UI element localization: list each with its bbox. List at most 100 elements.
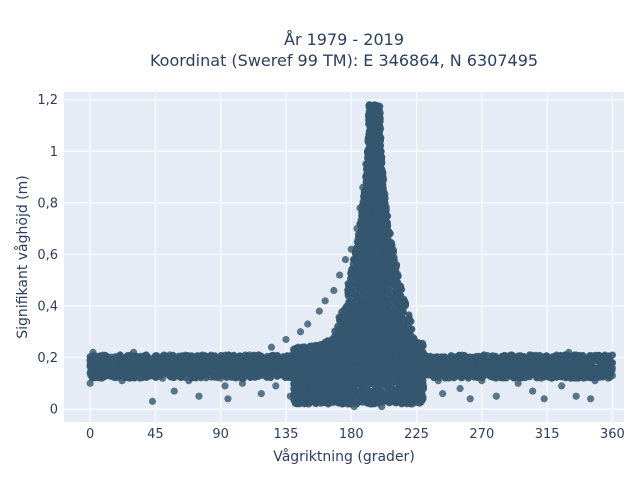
density-dot bbox=[104, 370, 113, 378]
density-dot bbox=[388, 375, 396, 383]
density-dot bbox=[323, 354, 331, 363]
density-dot bbox=[168, 371, 177, 379]
density-dot bbox=[460, 371, 468, 379]
density-dot bbox=[279, 357, 287, 365]
density-dot bbox=[344, 384, 352, 392]
density-dot bbox=[494, 356, 502, 364]
density-dot bbox=[295, 364, 303, 372]
density-dot bbox=[410, 373, 418, 381]
density-dot bbox=[353, 343, 361, 351]
density-dot bbox=[565, 360, 574, 368]
density-dot bbox=[353, 387, 361, 396]
density-dot bbox=[304, 371, 312, 380]
density-dot bbox=[460, 359, 468, 367]
density-dot bbox=[318, 389, 326, 397]
density-dot bbox=[392, 398, 401, 407]
density-dot bbox=[379, 339, 387, 347]
density-dot bbox=[506, 369, 514, 377]
density-dot bbox=[516, 373, 524, 382]
density-dot bbox=[465, 370, 474, 378]
density-dot bbox=[395, 382, 404, 390]
density-dot bbox=[116, 352, 124, 360]
density-dot bbox=[488, 369, 497, 377]
density-dot bbox=[453, 366, 461, 374]
density-dot bbox=[272, 358, 280, 366]
density-dot bbox=[313, 396, 321, 404]
density-dot bbox=[232, 372, 240, 381]
density-dot bbox=[400, 390, 408, 398]
density-dot bbox=[397, 361, 405, 369]
density-dot bbox=[417, 371, 425, 379]
density-dot bbox=[374, 374, 382, 382]
density-dot bbox=[130, 361, 138, 369]
density-dot bbox=[472, 372, 481, 380]
density-dot bbox=[338, 376, 347, 384]
density-dot bbox=[403, 384, 411, 393]
density-dot bbox=[514, 362, 522, 371]
density-dot bbox=[573, 353, 581, 361]
density-dot bbox=[380, 346, 388, 354]
density-dot bbox=[220, 359, 228, 367]
density-dot bbox=[170, 360, 179, 368]
density-dot bbox=[567, 372, 575, 380]
density-dot bbox=[297, 399, 306, 407]
density-dot bbox=[238, 373, 246, 381]
density-dot bbox=[450, 357, 458, 365]
density-dot bbox=[343, 346, 351, 354]
density-dot bbox=[386, 348, 395, 356]
density-dot bbox=[380, 394, 388, 403]
density-dot bbox=[195, 361, 204, 370]
density-dot bbox=[302, 358, 311, 366]
density-dot bbox=[441, 361, 449, 370]
density-dot bbox=[226, 369, 235, 378]
density-dot bbox=[354, 363, 362, 372]
density-dot bbox=[95, 353, 103, 361]
density-dot bbox=[364, 337, 373, 345]
density-dot bbox=[221, 351, 229, 359]
density-dot bbox=[399, 395, 407, 404]
density-dot bbox=[360, 386, 368, 394]
density-dot bbox=[390, 366, 398, 374]
density-dot bbox=[385, 339, 393, 347]
density-dot bbox=[118, 365, 126, 374]
density-dot bbox=[305, 388, 314, 396]
density-dot bbox=[475, 358, 483, 366]
density-dot bbox=[363, 359, 371, 367]
density-dot bbox=[189, 369, 197, 378]
density-dot bbox=[181, 351, 190, 359]
density-dot bbox=[368, 372, 376, 380]
density-dot bbox=[320, 363, 329, 372]
density-dot bbox=[559, 356, 567, 364]
density-dot bbox=[366, 379, 374, 387]
density-dot bbox=[409, 359, 417, 367]
density-dot bbox=[377, 356, 386, 364]
density-dot bbox=[386, 361, 394, 369]
density-dot bbox=[530, 353, 538, 361]
density-dot bbox=[334, 384, 342, 392]
density-dot bbox=[438, 370, 446, 378]
density-dot bbox=[602, 356, 610, 364]
density-dot bbox=[203, 354, 211, 362]
density-dot bbox=[154, 362, 162, 370]
density-dot bbox=[249, 363, 257, 372]
density-dot bbox=[391, 336, 399, 345]
density-dot bbox=[291, 378, 299, 386]
density-dot bbox=[585, 352, 593, 361]
density-dot bbox=[145, 372, 153, 380]
density-dot bbox=[608, 351, 616, 359]
density-dot bbox=[315, 383, 323, 391]
density-dot bbox=[311, 341, 320, 350]
density-dot bbox=[351, 393, 360, 402]
density-dot bbox=[585, 373, 593, 381]
density-dot bbox=[310, 376, 318, 384]
density-dot bbox=[298, 353, 306, 361]
density-dot bbox=[321, 398, 329, 406]
density-dot bbox=[296, 346, 304, 354]
density-dot bbox=[360, 366, 368, 374]
density-dot bbox=[182, 361, 191, 369]
density-dot bbox=[386, 385, 394, 393]
density-dot bbox=[210, 367, 218, 375]
density-dot bbox=[504, 361, 512, 369]
density-dot bbox=[345, 351, 353, 359]
